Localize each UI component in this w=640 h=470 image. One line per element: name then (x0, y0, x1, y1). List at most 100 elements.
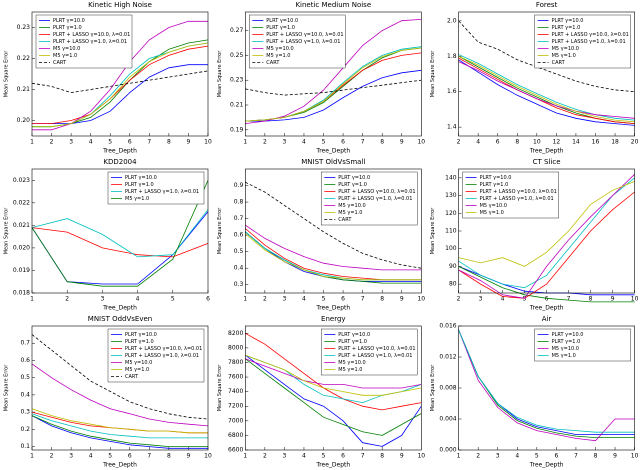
x-tick-label: 7 (574, 453, 578, 460)
y-tick-label: 7000 (228, 417, 243, 424)
series-line (32, 20, 208, 131)
legend-label: PLRT + LASSO γ=1.0, λ=0.01 (480, 196, 554, 202)
x-tick-label: 3 (282, 453, 286, 460)
chart-title: MNIST OldVsSmall (301, 158, 365, 166)
legend-label: M5 γ=1.0 (480, 210, 504, 216)
legend-label: PLRT + LASSO γ=10.0, λ=0.01 (480, 189, 557, 195)
legend-label: PLRT γ=10.0 (338, 175, 370, 181)
series-line (245, 231, 422, 281)
x-tick-label: 2 (263, 453, 267, 460)
series-line (32, 64, 208, 124)
legend-label: PLRT γ=10.0 (552, 332, 584, 338)
x-axis-label: Tree_Depth (529, 305, 564, 312)
series-line (458, 61, 635, 119)
x-tick-label: 6 (128, 453, 132, 460)
y-tick-label: 0.021 (13, 222, 30, 229)
chart-title: CT Slice (533, 158, 561, 166)
legend-label: PLRT γ=1.0 (125, 339, 154, 345)
y-tick-label: 0.23 (230, 77, 244, 84)
legend-label: M5 γ=10.0 (266, 46, 293, 52)
x-tick-label: 5 (108, 453, 112, 460)
legend-label: M5 γ=1.0 (53, 53, 77, 59)
legend-label: CART (266, 60, 280, 66)
series-line (458, 55, 635, 123)
y-axis-label: Mean Square Error (217, 50, 223, 98)
series-line (31, 334, 209, 420)
x-tick-label: 8 (167, 453, 171, 460)
chart-title: Kinetic Medium Noise (295, 1, 371, 9)
y-tick-label: 0.016 (439, 323, 456, 330)
legend-box (321, 328, 418, 376)
y-tick-label: 90 (449, 263, 457, 270)
y-axis-label: Mean Square Error (217, 364, 223, 412)
y-axis-label: Mean Square Error (4, 207, 10, 255)
y-tick-label: 110 (445, 228, 457, 235)
x-tick-label: 1 (30, 296, 34, 303)
chart-title: MNIST OddVsEven (88, 315, 152, 323)
y-tick-label: 0.2 (20, 426, 30, 433)
x-tick-label: 16 (592, 139, 600, 146)
chart-title: KDD2004 (103, 158, 137, 166)
legend-box (534, 328, 631, 362)
x-tick-label: 10 (417, 296, 425, 303)
x-tick-label: 10 (417, 139, 425, 146)
y-tick-label: 0.000 (439, 447, 456, 454)
x-tick-label: 2 (65, 296, 69, 303)
x-tick-label: 1 (30, 139, 34, 146)
x-tick-label: 1 (457, 453, 461, 460)
legend-label: PLRT γ=1.0 (266, 25, 295, 31)
x-tick-label: 3 (69, 453, 73, 460)
x-tick-label: 18 (611, 139, 619, 146)
x-tick-label: 2 (457, 296, 461, 303)
y-tick-label: 0.21 (17, 86, 31, 93)
x-tick-label: 10 (204, 453, 212, 460)
x-axis-label: Tree_Depth (102, 462, 137, 469)
x-tick-label: 12 (553, 139, 561, 146)
plot-frame (245, 325, 422, 451)
legend-label: PLRT γ=10.0 (338, 332, 370, 338)
x-tick-label: 7 (147, 453, 151, 460)
series-line (31, 413, 208, 439)
legend-box (462, 171, 559, 219)
y-tick-label: 0.5 (20, 374, 30, 381)
y-tick-label: 0.7 (20, 340, 30, 347)
y-tick-label: 0.5 (234, 248, 244, 255)
legend-label: M5 γ=10.0 (480, 203, 507, 209)
y-tick-label: 7800 (228, 359, 243, 366)
x-tick-label: 20 (631, 139, 639, 146)
x-tick-label: 4 (501, 296, 505, 303)
x-axis-label: Tree_Depth (529, 148, 564, 155)
y-tick-label: 0.008 (439, 385, 456, 392)
legend-label: PLRT γ=10.0 (552, 18, 584, 24)
legend-label: PLRT γ=1.0 (480, 182, 509, 188)
x-tick-label: 2 (50, 453, 54, 460)
x-tick-label: 8 (167, 139, 171, 146)
y-tick-label: 0.4 (234, 265, 244, 272)
plot-frame (245, 168, 422, 294)
x-tick-label: 5 (171, 296, 175, 303)
series-line (245, 224, 422, 271)
legend-label: CART (53, 60, 67, 66)
y-tick-label: 0.27 (230, 27, 244, 34)
legend-label: CART (338, 217, 352, 223)
plot-frame (458, 325, 635, 451)
y-tick-label: 0.6 (20, 357, 30, 364)
x-tick-label: 2 (263, 296, 267, 303)
series-line (458, 59, 635, 126)
series-line (245, 231, 422, 284)
x-axis-label: Tree_Depth (315, 148, 350, 155)
x-tick-label: 5 (535, 453, 539, 460)
series-line (31, 209, 209, 258)
x-tick-label: 9 (187, 139, 191, 146)
legend-label: M5 γ=10.0 (53, 46, 80, 52)
x-tick-label: 14 (572, 139, 580, 146)
x-tick-label: 3 (496, 453, 500, 460)
series-line (31, 415, 208, 447)
y-axis-label: Mean Square Error (430, 207, 436, 255)
series-line (458, 54, 635, 121)
y-tick-label: 120 (445, 210, 457, 217)
series-line (458, 329, 635, 442)
legend-label: PLRT γ=1.0 (53, 25, 82, 31)
y-tick-label: 0.3 (20, 409, 30, 416)
x-tick-label: 2 (457, 139, 461, 146)
